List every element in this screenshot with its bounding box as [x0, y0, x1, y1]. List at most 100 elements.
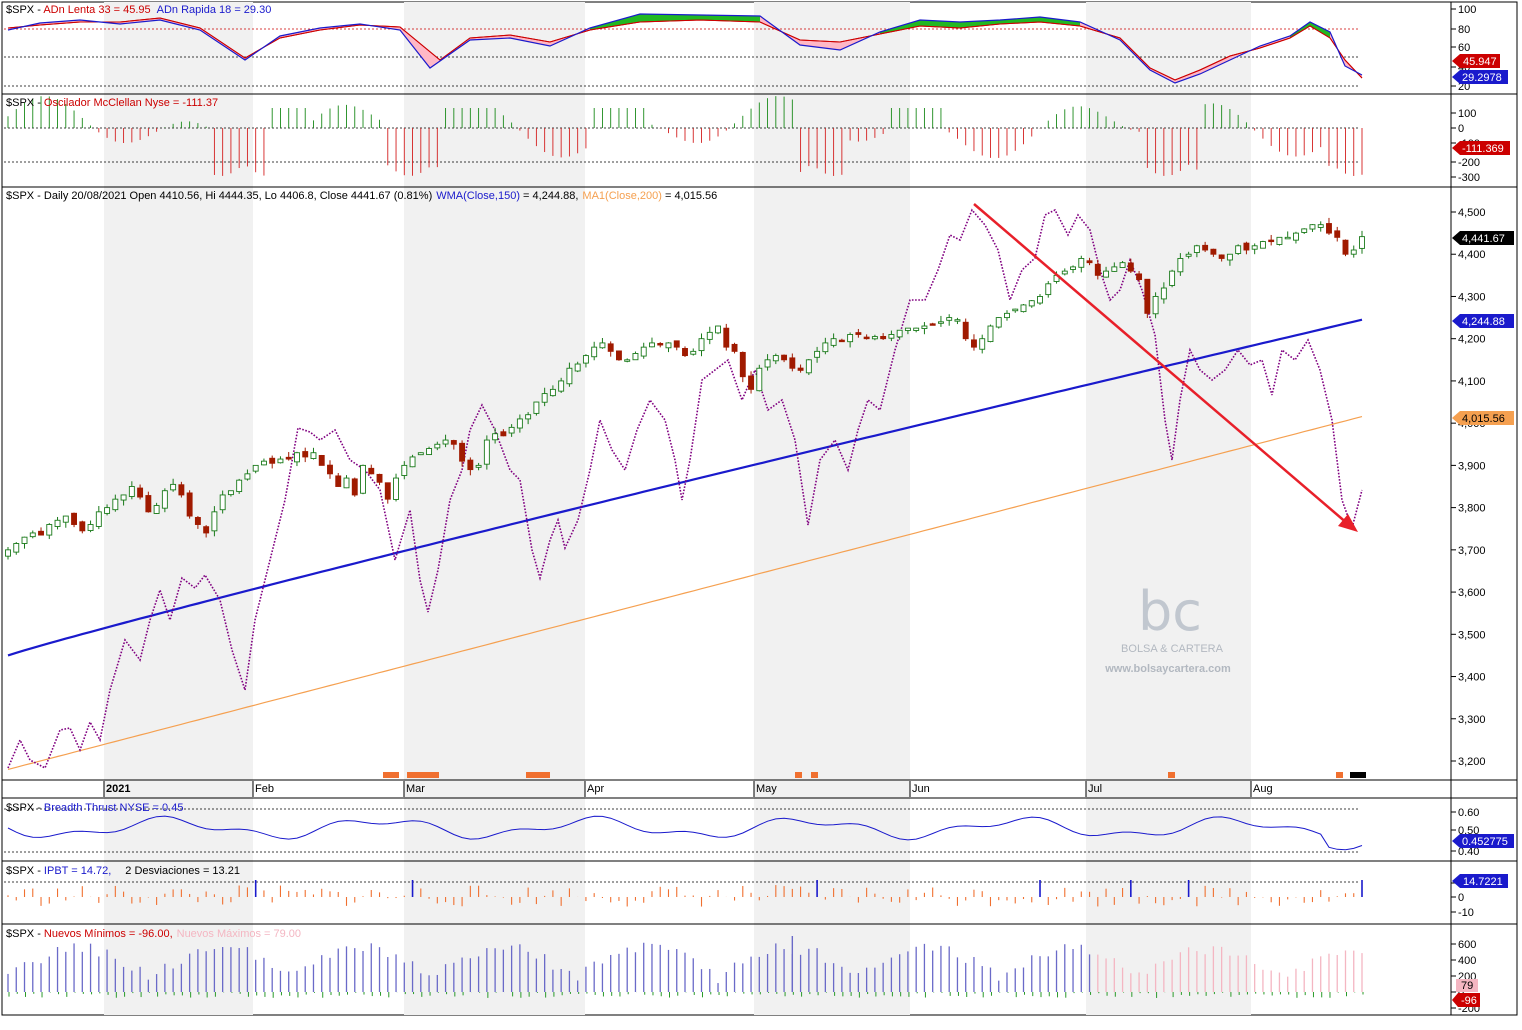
candle-body	[417, 452, 424, 456]
month-band	[404, 2, 585, 1015]
candle-body	[1193, 245, 1200, 253]
price-axis-tick-label: 4,500	[1458, 207, 1486, 219]
mcc-label: Oscilador McClellan Nyse = -111.37	[44, 97, 218, 109]
candle-body	[979, 338, 986, 350]
candle-body	[294, 452, 300, 463]
candle-body	[211, 511, 218, 532]
breadth-thrust-panel[interactable]: $SPX - Breadth Thrust NYSE = 0.45	[4, 802, 1363, 853]
adn-slow-badge-text: 45.947	[1463, 56, 1497, 68]
candle-body	[1359, 236, 1365, 249]
close-badge: 4,441.67	[1452, 231, 1514, 245]
bt-sep: -	[34, 802, 44, 814]
candle-body	[1028, 300, 1035, 307]
date-tick-label: Feb	[255, 783, 274, 795]
candle-body	[739, 351, 746, 378]
adn-fill-segment	[1175, 70, 1200, 83]
wma-badge-text: 4,244.88	[1462, 316, 1505, 328]
adn-fill-segment	[1310, 22, 1330, 38]
svg-text:$SPX - Breadth Thrust NYSE = 0: $SPX - Breadth Thrust NYSE = 0.45	[6, 802, 183, 814]
price-panel[interactable]: bc BOLSA & CARTERA www.bolsaycartera.com…	[5, 190, 1367, 778]
candle-body	[112, 498, 119, 511]
candle-body	[995, 317, 1002, 328]
candle-body	[871, 336, 878, 340]
mcc-axis-tick-label: 0	[1458, 123, 1464, 135]
candle-body	[772, 355, 779, 362]
ma-value: = 4,015.56	[662, 190, 717, 202]
close-badge-text: 4,441.67	[1462, 233, 1505, 245]
candle-body	[285, 456, 292, 460]
candle-body	[863, 336, 870, 340]
candle-body	[830, 338, 837, 346]
candle-body	[120, 494, 127, 501]
price-axis-tick-label: 3,300	[1458, 714, 1486, 726]
adn-panel[interactable]: $SPX - ADn Lenta 33 = 45.95 ADn Rapida 18…	[4, 4, 1363, 87]
ipbt-panel[interactable]: $SPX - IPBT = 14.72, 2 Desviaciones = 13.…	[4, 865, 1363, 907]
hl-lows-label: Nuevos Mínimos = -96.00,	[44, 928, 173, 940]
candle-body	[541, 393, 548, 403]
candle-body	[409, 456, 416, 468]
adn-fast-badge: 29.2978	[1452, 70, 1508, 84]
candle-body	[1243, 242, 1250, 251]
candle-body	[1111, 266, 1118, 272]
month-band	[104, 2, 253, 1015]
date-tick-label: Apr	[587, 783, 604, 795]
candle-body	[1012, 308, 1019, 312]
candle-body	[87, 524, 94, 531]
mcclellan-panel[interactable]: $SPX - Oscilador McClellan Nyse = -111.3…	[4, 96, 1363, 176]
value-badges: 45.947 29.2978 -111.369 4,441.67 4,244.8…	[1452, 54, 1514, 1007]
candle-body	[1004, 312, 1010, 319]
candle-body	[822, 342, 829, 353]
candle-body	[46, 524, 53, 536]
candle-body	[533, 401, 540, 414]
panel-separators	[2, 93, 1517, 925]
candle-body	[170, 483, 177, 491]
candle-body	[442, 439, 449, 445]
ma200-line	[7, 416, 1363, 770]
candle-body	[971, 339, 977, 348]
candle-body	[1251, 245, 1258, 250]
mcc-badge: -111.369	[1452, 141, 1510, 155]
watermark-url: www.bolsaycartera.com	[1104, 663, 1231, 675]
candle-body	[327, 464, 333, 475]
candle-body	[838, 339, 845, 343]
candle-body	[1070, 266, 1076, 270]
candle-body	[805, 359, 812, 374]
mcc-axis-tick-label: 100	[1458, 108, 1476, 120]
candle-body	[855, 332, 862, 335]
adn-fill-segment	[1040, 17, 1080, 26]
price-axis-tick-label: 3,900	[1458, 460, 1486, 472]
bt-axis-tick-label: 0.60	[1458, 807, 1479, 819]
adn-fill-segment	[400, 27, 440, 68]
hl-highs-label: Nuevos Máximos = 79.00	[177, 928, 301, 940]
hl-axis-tick-label: 400	[1458, 955, 1476, 967]
candle-body	[1342, 239, 1349, 255]
candle-body	[1309, 224, 1316, 230]
candle-body	[904, 327, 911, 331]
candle-body	[343, 477, 350, 489]
candle-body	[1037, 296, 1043, 304]
candle-body	[29, 532, 36, 538]
ma-badge: 4,015.56	[1452, 411, 1514, 425]
candle-body	[194, 517, 201, 525]
candle-body	[401, 464, 408, 476]
new-highs-lows-panel[interactable]: $SPX - Nuevos Mínimos = -96.00, Nuevos Má…	[6, 928, 1364, 998]
candle-body	[1103, 270, 1110, 278]
candle-body	[591, 346, 598, 358]
candle-body	[227, 490, 234, 496]
candle-body	[847, 334, 854, 343]
candle-body	[731, 343, 738, 352]
breadth-overlay-line	[7, 208, 1363, 770]
candle-body	[508, 426, 515, 434]
candle-body	[269, 457, 276, 464]
candle-body	[500, 431, 507, 437]
date-axis: 2021 Feb Mar Apr May Jun Jul Aug	[103, 781, 1273, 797]
candle-body	[95, 511, 102, 527]
candle-body	[1185, 253, 1192, 257]
candle-body	[1334, 230, 1341, 238]
candle-body	[178, 484, 185, 496]
candle-body	[236, 479, 243, 493]
adn-slow-badge: 45.947	[1452, 54, 1500, 68]
